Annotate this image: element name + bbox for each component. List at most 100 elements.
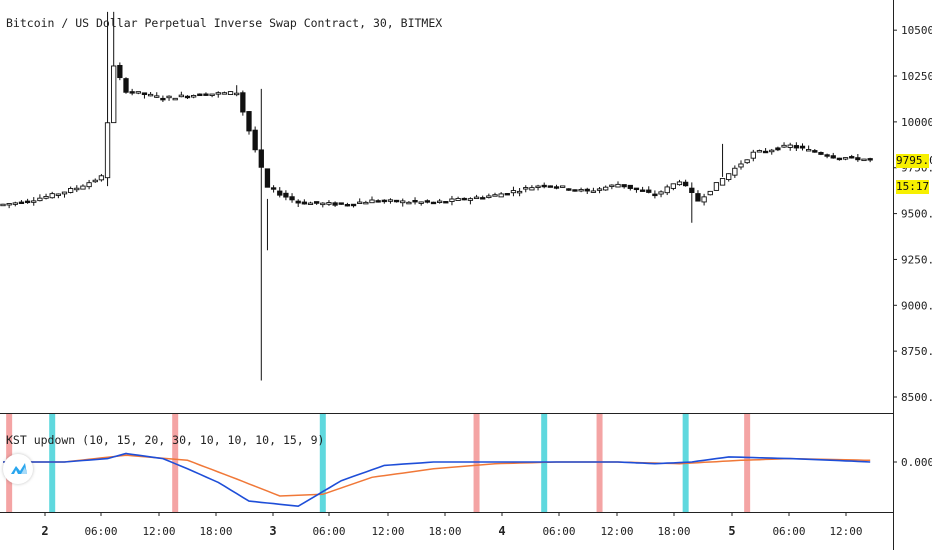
candle-bear [584, 188, 590, 192]
candle-bear [117, 64, 123, 79]
candle-bear [430, 201, 437, 205]
candle-bear [381, 199, 387, 203]
time-axis-day-label: 4 [498, 524, 505, 538]
candle-bull [12, 202, 18, 205]
candle-bull [92, 179, 98, 183]
candle-bear [812, 150, 818, 153]
candle-bear [689, 187, 695, 193]
price-axis-label: 10500.0 [901, 24, 932, 37]
candle-bull [486, 195, 492, 199]
candle-bear [197, 93, 203, 97]
time-axis-label: 06:00 [84, 525, 117, 538]
candle-bull [326, 202, 332, 205]
candle-bull [467, 198, 474, 201]
time-axis-label: 18:00 [657, 525, 690, 538]
candle-bull [369, 199, 375, 204]
candle-bull [437, 200, 443, 203]
candle-bear [18, 201, 25, 205]
candle-bull [418, 201, 424, 204]
candle-bull [61, 191, 68, 195]
candle-bull [707, 190, 713, 196]
candle-bull [86, 182, 92, 188]
candle-bear [295, 200, 301, 204]
candle-bull [603, 186, 609, 191]
candle-bear [350, 203, 357, 207]
candle-bull [135, 91, 141, 94]
candle-bear [633, 187, 640, 191]
candle-bull [781, 144, 787, 148]
signal-band-down [473, 414, 480, 512]
candle-bear [24, 200, 31, 204]
candle-bear [541, 184, 547, 188]
candle-bull [769, 149, 775, 153]
candle-bull [190, 95, 197, 98]
price-axis-label: 8500.0 [901, 391, 932, 404]
candle-bear [270, 187, 277, 190]
candle-bull [111, 65, 117, 124]
candle-bear [646, 189, 652, 193]
candle-bull [719, 178, 726, 186]
candle-bear [652, 193, 658, 197]
candle-bear [849, 156, 855, 159]
signal-band-down [596, 414, 603, 512]
candle-bull [49, 193, 55, 199]
candle-bear [547, 185, 554, 188]
signal-band-up [49, 414, 56, 512]
candle-bull [387, 199, 394, 202]
candle-bull [67, 188, 74, 193]
candle-bear [344, 204, 351, 207]
candle-bull [37, 197, 43, 202]
price-axis-label: 10250.0 [901, 70, 932, 83]
price-axis-label: 8750.0 [901, 345, 932, 358]
candle-bull [209, 93, 215, 96]
candle-bull [750, 151, 756, 159]
candle-bear [639, 189, 646, 192]
candle-bear [621, 184, 627, 188]
price-axis-label: 9250.0 [901, 253, 932, 266]
current-price-badge: 9795.0 [896, 154, 932, 168]
candle-bull [104, 122, 111, 179]
candle-bear [314, 201, 320, 204]
candle-bear [277, 190, 283, 196]
time-axis-label: 18:00 [428, 525, 461, 538]
countdown-badge: 15:17 [896, 180, 930, 194]
candle-bear [246, 111, 252, 132]
candle-bull [806, 149, 812, 152]
time-axis-day-label: 5 [728, 524, 735, 538]
candle-bull [560, 185, 566, 188]
time-axis-label: 12:00 [371, 525, 404, 538]
candle-bear [240, 92, 246, 113]
candle-bear [301, 201, 307, 205]
candle-bear [443, 201, 449, 204]
tradingview-logo-icon[interactable] [3, 454, 33, 484]
candle-bull [400, 200, 406, 204]
candle-bull [516, 190, 523, 194]
candle-bull [842, 157, 849, 160]
candle-bull [178, 94, 184, 98]
candle-bear [252, 129, 258, 151]
candle-bear [160, 97, 166, 101]
candle-bull [510, 190, 517, 194]
candle-bear [338, 202, 344, 205]
candle-bull [701, 196, 707, 203]
price-axis-label: 10000.0 [901, 116, 932, 129]
candle-bull [172, 97, 178, 101]
candle-bull [0, 203, 6, 207]
candle-bear [818, 152, 824, 155]
candle-bull [166, 95, 172, 99]
candle-bull [449, 198, 455, 202]
candle-bear [683, 181, 689, 187]
candle-bear [836, 157, 843, 161]
time-axis-label: 12:00 [600, 525, 633, 538]
candle-bear [504, 193, 510, 196]
candle-bear [123, 78, 129, 93]
candle-bull [590, 190, 597, 193]
symbol-title: Bitcoin / US Dollar Perpetual Inverse Sw… [6, 16, 443, 30]
time-axis-day-label: 3 [269, 524, 276, 538]
candle-bear [480, 197, 486, 200]
candle-bull [726, 173, 732, 181]
candle-bear [566, 188, 572, 191]
candle-bull [227, 91, 234, 95]
candle-bear [775, 147, 781, 151]
